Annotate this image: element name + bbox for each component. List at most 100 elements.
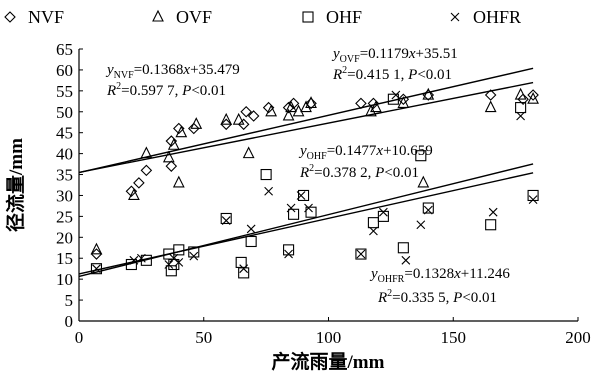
point-ovf (397, 96, 410, 108)
point-nvf (173, 122, 185, 135)
y-axis-title: 径流量/mm (4, 138, 27, 232)
point-ohf (220, 212, 232, 225)
y-tick-label: 65 (56, 40, 73, 59)
point-nvf (355, 97, 367, 110)
y-tick-label: 30 (56, 186, 73, 205)
point-nvf (287, 97, 300, 110)
x-tick-label: 100 (316, 328, 342, 347)
legend-label: OHF (326, 7, 362, 27)
point-ohfr (423, 205, 433, 215)
point-nvf (262, 101, 275, 114)
point-ohf (527, 189, 539, 202)
point-nvf (397, 93, 410, 105)
point-ovf (128, 188, 140, 201)
legend-marker-ohfr (450, 12, 460, 22)
point-nvf (517, 93, 529, 105)
legend: NVF OVF OHF OHFR (4, 7, 521, 27)
point-ohf (367, 217, 379, 229)
point-ohf (355, 248, 367, 260)
point-ohf (90, 263, 103, 275)
series-ohfr (92, 90, 538, 274)
point-ohfr (488, 207, 498, 217)
y-tick-label: 60 (56, 61, 73, 80)
point-ovf (220, 112, 233, 125)
point-ovf (232, 112, 245, 125)
point-ohfr (129, 255, 139, 265)
equation-ohf-line-1: yOHF=0.1477x+10.659 (298, 143, 433, 162)
point-nvf (125, 185, 138, 198)
point-ovf (162, 150, 175, 163)
point-ohfr (239, 264, 249, 274)
point-ohf (188, 246, 200, 258)
point-ovf (140, 146, 153, 159)
equation-ovf-line-2: R2=0.415 1, P<0.01 (332, 65, 452, 83)
point-nvf (220, 118, 232, 131)
series-ovf (90, 87, 539, 255)
point-ovf (370, 100, 382, 113)
point-nvf (247, 110, 260, 122)
legend-label: NVF (28, 7, 64, 27)
legend-marker-ovf (152, 9, 164, 22)
point-nvf (237, 118, 250, 131)
point-ovf (300, 100, 312, 113)
y-tick-label: 25 (56, 207, 73, 226)
point-nvf (165, 135, 178, 147)
point-ohfr (356, 249, 366, 259)
legend-item-ohf: OHF (302, 7, 362, 27)
point-ohfr (136, 253, 146, 263)
point-nvf (133, 177, 145, 189)
point-ohf (283, 244, 295, 256)
point-ohfr (391, 90, 401, 100)
point-nvf (140, 164, 153, 177)
fit-line-ohfr (78, 172, 534, 275)
point-ohfr (246, 224, 256, 234)
fit-lines (78, 67, 534, 278)
point-ohf (515, 102, 527, 114)
point-ohf (165, 265, 177, 277)
legend-marker-ohf (302, 11, 314, 23)
x-tick-label: 200 (565, 328, 591, 347)
y-tick-label: 5 (65, 291, 74, 310)
point-ohfr (296, 191, 306, 200)
point-ohfr (169, 253, 179, 263)
point-ohfr (528, 195, 538, 205)
point-ovf (90, 242, 103, 255)
series-ohf (90, 93, 539, 279)
legend-label: OVF (176, 7, 212, 27)
point-ohf (288, 208, 300, 220)
x-axis-title: 产流雨量/mm (272, 350, 385, 373)
point-ovf (167, 138, 180, 150)
point-nvf (282, 101, 295, 114)
point-nvf (367, 97, 380, 110)
legend-item-ohfr: OHFR (450, 7, 521, 27)
point-ohf (397, 242, 409, 254)
point-ohf (485, 219, 497, 231)
point-ohfr (92, 264, 101, 274)
point-ovf (265, 104, 278, 117)
equation-ohf-line-2: R2=0.378 2, P<0.01 (299, 163, 419, 181)
point-ohfr (516, 111, 526, 121)
point-ohf (305, 206, 317, 218)
point-ovf (282, 108, 295, 121)
point-ohf (125, 258, 137, 271)
point-ohfr (379, 207, 388, 217)
point-ohf (297, 189, 310, 202)
point-ohfr (369, 226, 378, 236)
point-ohfr (164, 260, 174, 269)
point-nvf (240, 105, 252, 118)
point-ovf (365, 104, 377, 117)
y-tick-label: 15 (56, 249, 73, 268)
point-ohf (260, 168, 272, 181)
equation-ovf-line-1: yOVF=0.1179x+35.51 (331, 46, 458, 65)
point-ovf (422, 87, 435, 100)
y-tick-label: 0 (65, 312, 74, 331)
legend-item-ovf: OVF (152, 7, 212, 27)
point-ohf (245, 235, 257, 248)
point-ovf (285, 100, 297, 113)
legend-marker-nvf (4, 11, 16, 23)
point-ovf (305, 96, 317, 108)
point-ovf (190, 117, 203, 129)
fit-line-ovf (78, 81, 534, 174)
